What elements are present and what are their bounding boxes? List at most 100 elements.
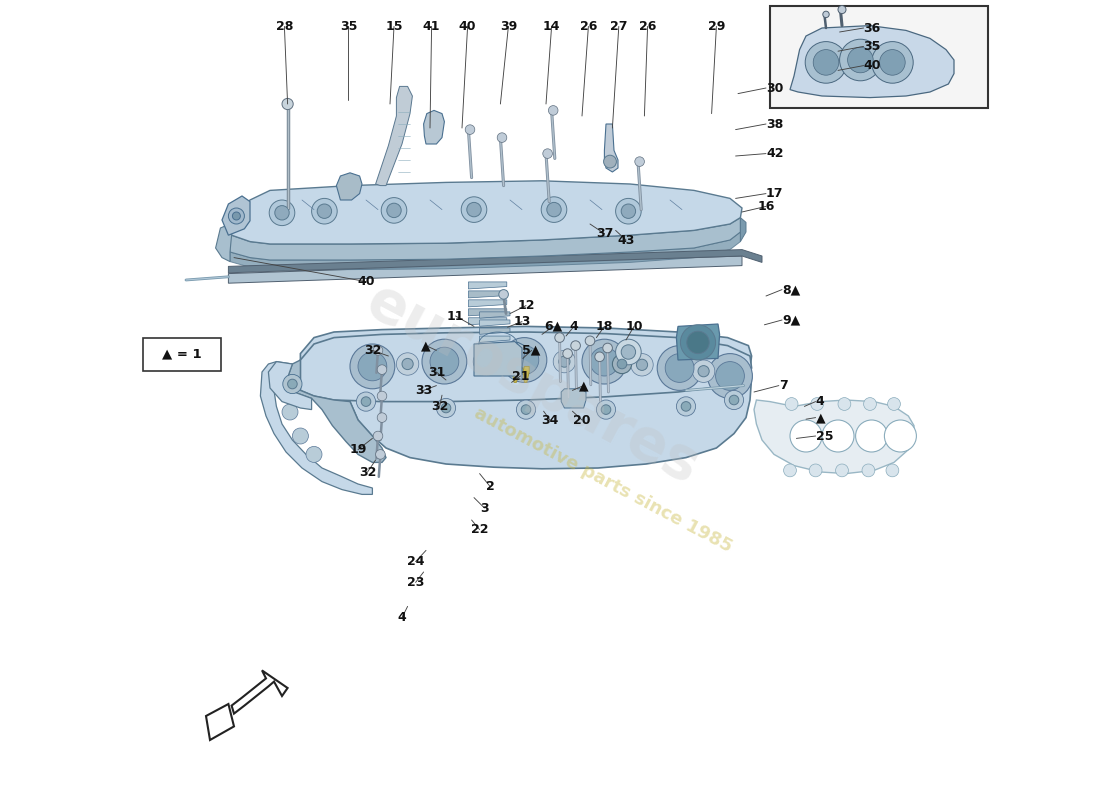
Circle shape [498,290,508,299]
Text: 30: 30 [766,82,783,94]
Polygon shape [216,224,232,262]
Circle shape [553,350,575,373]
Circle shape [621,345,636,359]
Text: 32: 32 [364,344,381,357]
Polygon shape [229,250,762,273]
Circle shape [361,397,371,406]
Circle shape [402,358,414,370]
Circle shape [563,349,572,358]
Circle shape [441,403,451,413]
Circle shape [871,42,913,83]
Text: 35: 35 [864,40,881,53]
Polygon shape [337,173,362,200]
Text: automotive parts since 1985: automotive parts since 1985 [471,404,735,556]
Text: 21: 21 [512,370,529,382]
Circle shape [692,360,715,382]
Circle shape [317,204,331,218]
Polygon shape [206,704,234,740]
Text: 27: 27 [610,20,627,33]
Circle shape [547,202,561,217]
Text: 9▲: 9▲ [782,314,801,326]
Circle shape [541,197,567,222]
Circle shape [382,198,407,223]
Text: eurospares: eurospares [356,272,708,496]
Circle shape [596,400,616,419]
Polygon shape [474,342,522,380]
Circle shape [698,366,710,377]
Circle shape [350,344,395,389]
Circle shape [880,50,905,75]
Text: 16: 16 [757,200,774,213]
Polygon shape [561,389,586,408]
Circle shape [838,6,846,14]
Polygon shape [268,362,311,410]
Text: 26: 26 [639,20,657,33]
Text: 25: 25 [815,430,833,442]
Circle shape [377,391,387,401]
Circle shape [848,47,873,73]
Circle shape [358,352,387,381]
Text: ▲: ▲ [579,379,588,392]
Circle shape [422,339,466,384]
Text: 14: 14 [543,20,560,33]
Polygon shape [604,124,618,172]
Circle shape [613,354,631,374]
Text: 7: 7 [779,379,788,392]
Text: 42: 42 [766,147,783,160]
Circle shape [549,106,558,115]
Text: 26: 26 [580,20,597,33]
Polygon shape [232,670,287,714]
Circle shape [373,346,383,355]
Circle shape [396,353,419,375]
Circle shape [466,202,481,217]
Text: 35: 35 [340,20,358,33]
Circle shape [473,350,496,373]
Circle shape [836,464,848,477]
Text: 29: 29 [707,20,725,33]
Polygon shape [229,256,742,283]
Circle shape [616,339,641,365]
Circle shape [823,11,829,18]
Polygon shape [375,86,412,186]
Text: 37: 37 [596,227,613,240]
Text: 40: 40 [358,275,375,288]
Circle shape [725,390,744,410]
Circle shape [275,206,289,220]
Text: 15: 15 [385,20,403,33]
Polygon shape [502,344,520,354]
Circle shape [282,404,298,420]
Circle shape [856,420,888,452]
Circle shape [864,398,877,410]
Circle shape [666,354,694,382]
Text: 18: 18 [596,320,613,333]
Circle shape [884,420,916,452]
Circle shape [461,197,487,222]
Circle shape [585,336,595,346]
Circle shape [497,133,507,142]
Circle shape [502,338,547,382]
Circle shape [595,352,604,362]
Polygon shape [261,362,373,494]
Circle shape [790,420,822,452]
Circle shape [571,341,581,350]
Circle shape [805,42,847,83]
Circle shape [542,149,552,158]
Polygon shape [513,365,522,382]
Circle shape [886,464,899,477]
Polygon shape [498,342,525,368]
Text: 19: 19 [350,443,366,456]
Text: 23: 23 [407,576,425,589]
Text: 32: 32 [359,466,376,478]
Polygon shape [480,336,510,342]
Text: 24: 24 [407,555,425,568]
Circle shape [232,212,241,220]
Circle shape [616,198,641,224]
Circle shape [862,464,874,477]
Text: 10: 10 [625,320,642,333]
FancyBboxPatch shape [143,338,221,371]
Circle shape [686,331,710,354]
Text: 31: 31 [428,366,446,378]
Circle shape [810,464,822,477]
Circle shape [521,405,531,414]
Circle shape [437,398,455,418]
